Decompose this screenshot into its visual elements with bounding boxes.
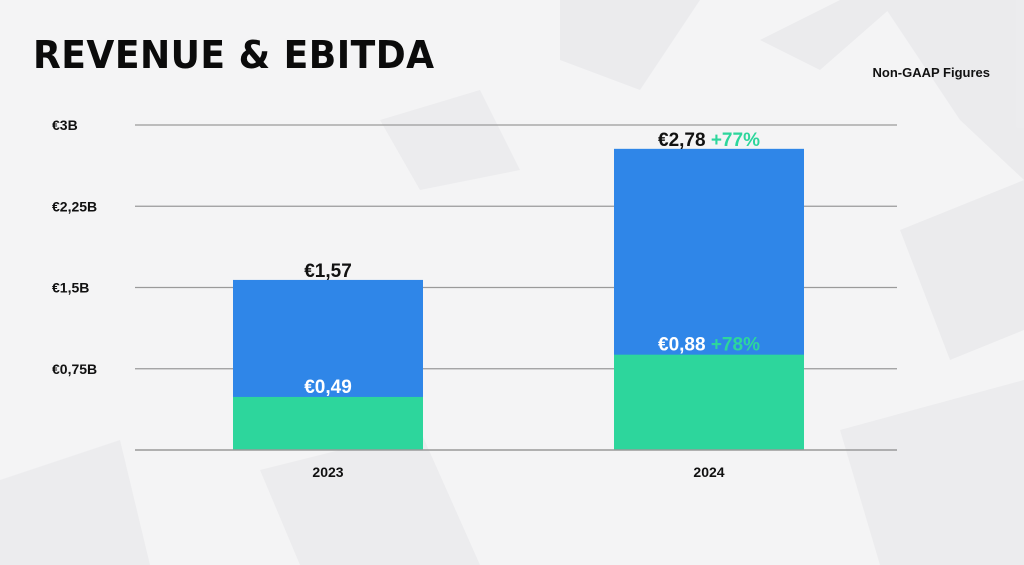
x-tick-label: 2023 — [312, 464, 343, 480]
y-tick-label: €0,75B — [52, 361, 97, 377]
data-label-revenue: €1,57 — [304, 261, 352, 282]
page-title: REVENUE & EBITDA — [33, 33, 435, 77]
y-tick-label: €2,25B — [52, 198, 97, 214]
data-label-ebitda: €0,88 +78% — [658, 335, 760, 356]
bar-ebitda — [233, 396, 423, 450]
x-tick-label: 2024 — [693, 464, 724, 480]
y-tick-label: €3B — [52, 117, 78, 133]
data-label-revenue: €2,78 +77% — [658, 130, 760, 151]
growth-label-ebitda: +78% — [706, 335, 761, 356]
data-label-ebitda: €0,49 — [304, 377, 352, 398]
figures-note: Non-GAAP Figures — [872, 65, 991, 80]
growth-label-revenue: +77% — [706, 130, 761, 151]
y-tick-label: €1,5B — [52, 280, 89, 296]
bar-ebitda — [614, 354, 804, 450]
